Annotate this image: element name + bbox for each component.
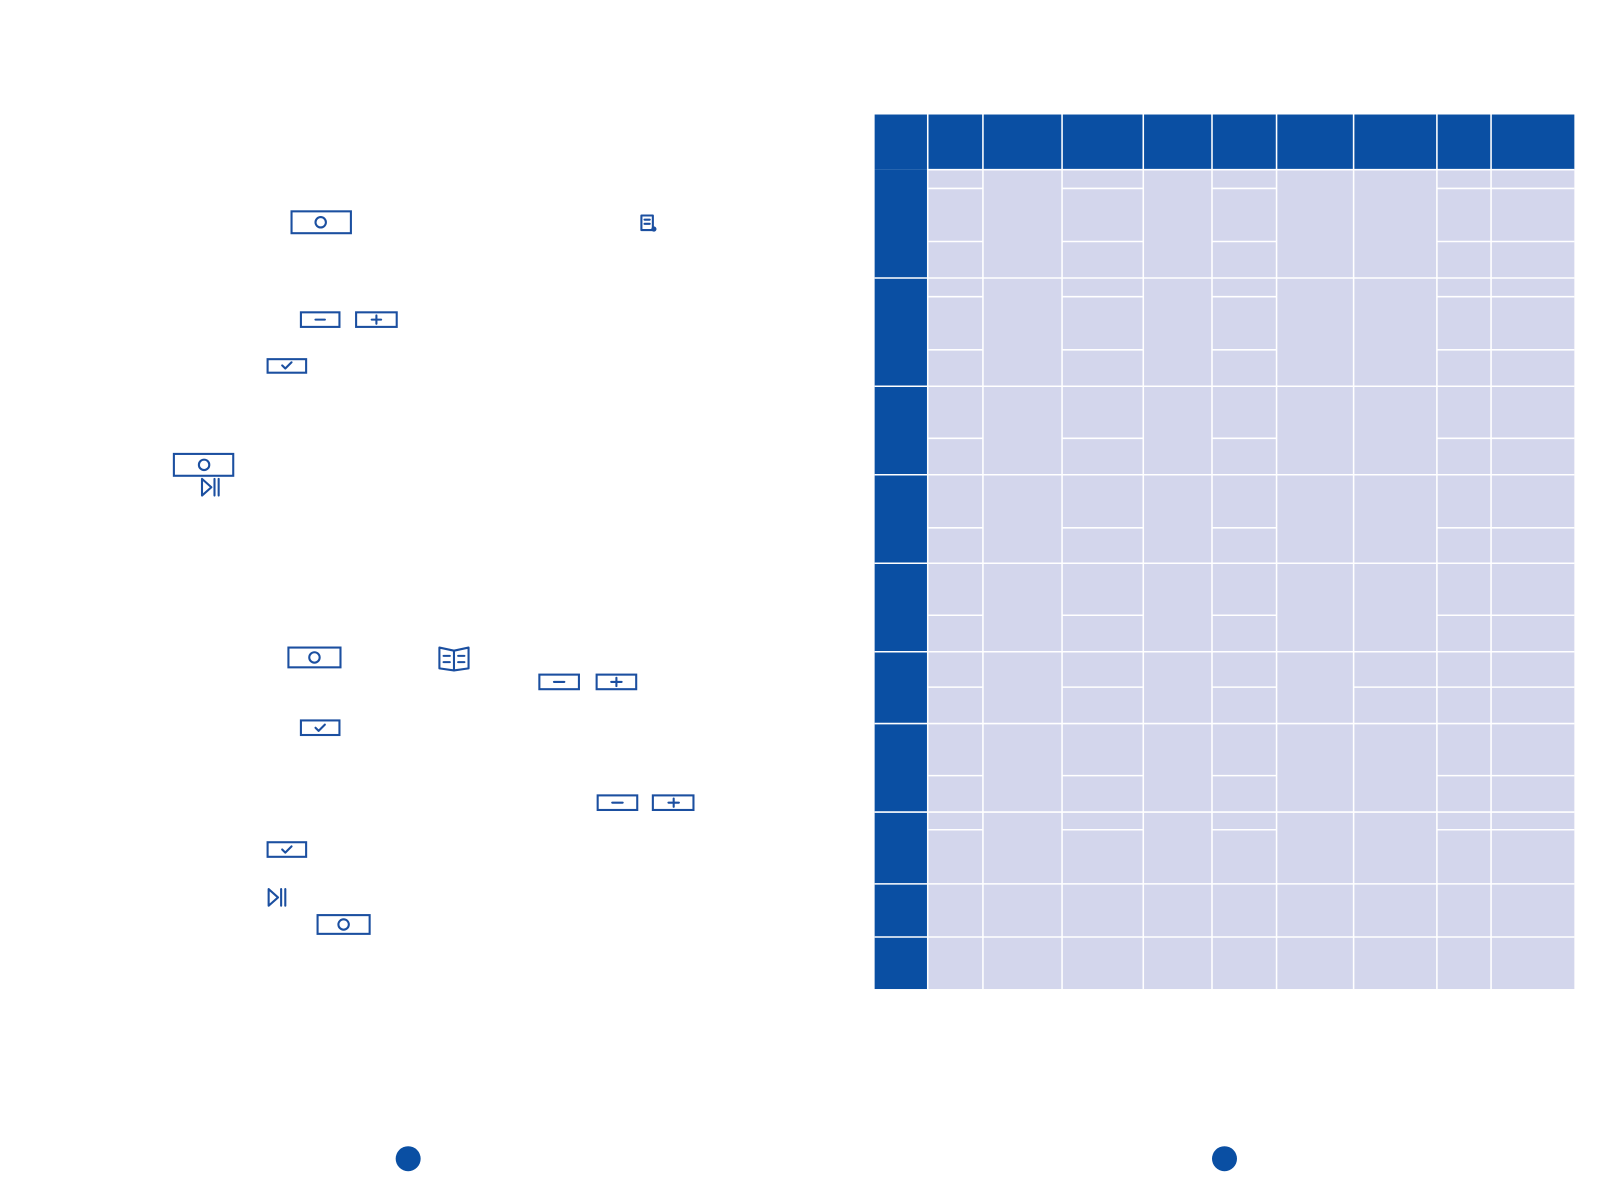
table-header — [874, 114, 1575, 170]
instructions — [172, 210, 695, 935]
page-number-marker — [395, 1146, 421, 1172]
confirm-button-icon — [266, 841, 308, 858]
play-pause-icon — [200, 477, 220, 497]
program-icon — [640, 214, 657, 232]
confirm-button-icon — [299, 719, 341, 737]
plus-button-icon — [651, 794, 695, 812]
play-pause-icon — [267, 888, 287, 907]
minus-button-icon — [538, 673, 580, 691]
table-body — [927, 169, 1575, 990]
minus-button-icon — [596, 794, 639, 812]
start-button-icon — [316, 914, 371, 935]
program-table — [874, 114, 1575, 990]
start-button-icon — [172, 452, 235, 477]
minus-button-icon — [299, 311, 341, 328]
start-button-icon — [290, 210, 352, 235]
row-header-column — [874, 169, 928, 990]
page-number-marker — [1212, 1146, 1237, 1172]
plus-button-icon — [595, 673, 638, 691]
confirm-button-icon — [266, 358, 308, 374]
book-icon — [438, 646, 470, 672]
plus-button-icon — [355, 311, 398, 328]
start-button-icon — [287, 646, 342, 669]
